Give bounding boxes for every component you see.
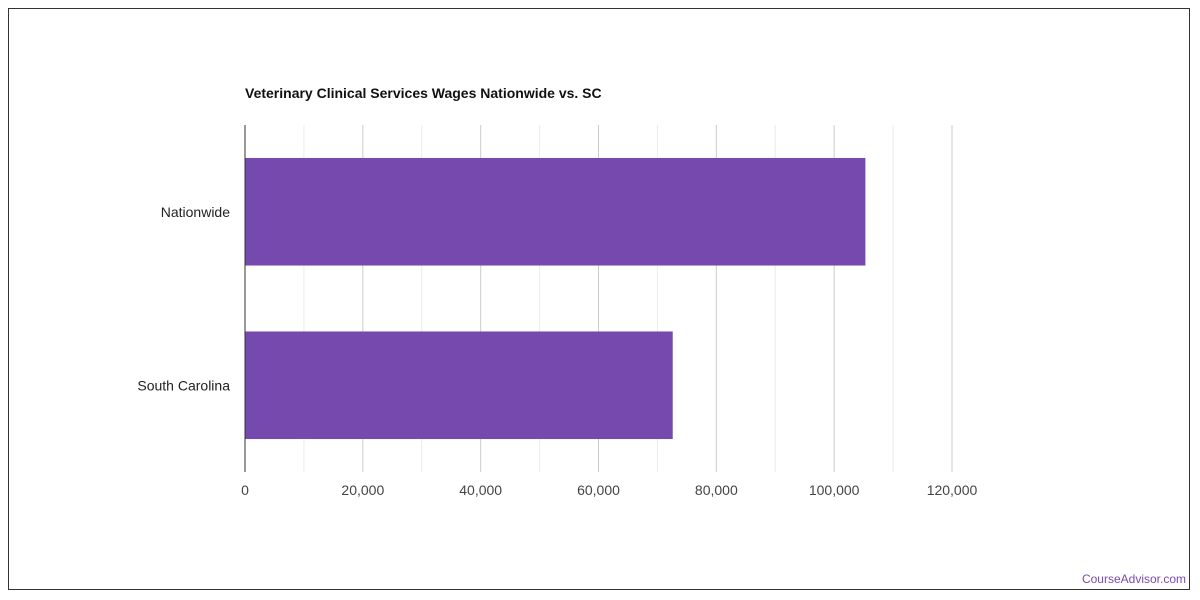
x-tick-label: 0 xyxy=(241,482,249,498)
x-tick-label: 80,000 xyxy=(695,482,738,498)
bar xyxy=(245,157,866,266)
x-tick-label: 100,000 xyxy=(809,482,860,498)
x-tick-label: 40,000 xyxy=(459,482,502,498)
category-label: South Carolina xyxy=(137,377,230,393)
chart-title: Veterinary Clinical Services Wages Natio… xyxy=(245,85,602,101)
bar xyxy=(245,331,673,440)
category-label: Nationwide xyxy=(161,204,230,220)
x-tick-label: 60,000 xyxy=(577,482,620,498)
course-advisor-watermark[interactable]: CourseAdvisor.com xyxy=(1081,572,1186,586)
x-tick-label: 20,000 xyxy=(341,482,384,498)
x-tick-label: 120,000 xyxy=(927,482,978,498)
